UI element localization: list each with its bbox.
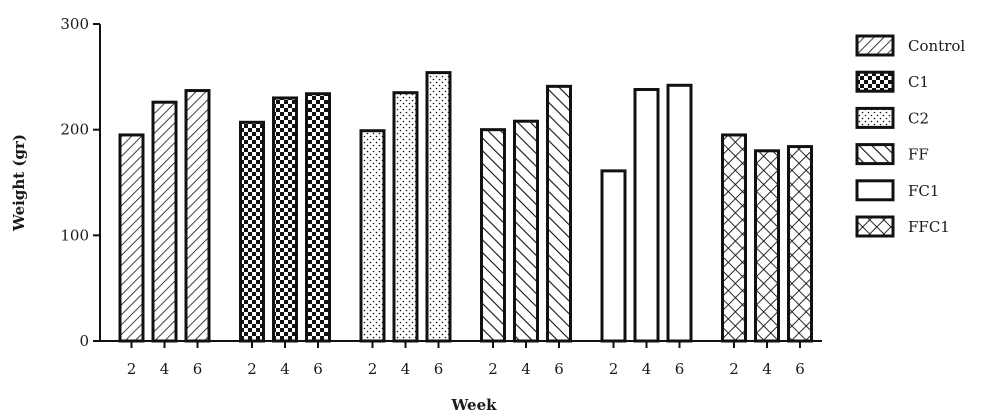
bar-c2-week-4 xyxy=(392,91,419,343)
x-tick-label: 2 xyxy=(368,360,378,378)
y-axis-title: Weight (gr) xyxy=(10,134,28,232)
legend-swatch-ffc1 xyxy=(855,215,895,238)
x-tick-label: 4 xyxy=(280,360,290,378)
legend-swatch-control xyxy=(855,34,895,57)
y-tick-label: 100 xyxy=(60,226,89,244)
labels: 0 100 200 300 Weight (gr) Week 2 4 6 2 4 6 2 4 6 2 4 6 2 4 6… xyxy=(10,15,805,414)
x-tick-label: 4 xyxy=(642,360,652,378)
bar-fc1-week-2 xyxy=(600,169,627,343)
x-tick-label: 2 xyxy=(729,360,739,378)
bars xyxy=(118,71,813,343)
bar-c1-week-6 xyxy=(305,92,331,343)
x-axis-title: Week xyxy=(450,396,497,414)
bar-ff-week-4 xyxy=(513,119,539,343)
x-tick-label: 2 xyxy=(488,360,498,378)
x-tick-label: 2 xyxy=(127,360,137,378)
x-tick-label: 4 xyxy=(762,360,772,378)
legend: Control C1 C2 FF FC1 FFC1 xyxy=(855,34,965,238)
bar-control-week-2 xyxy=(118,133,145,343)
bar-c2-week-6 xyxy=(425,71,452,343)
y-tick-label: 200 xyxy=(60,121,89,139)
legend-label-ffc1: FFC1 xyxy=(908,218,950,236)
x-tick-label: 4 xyxy=(521,360,531,378)
bar-c2-week-2 xyxy=(359,129,386,343)
x-tick-label: 6 xyxy=(795,360,805,378)
bar-ffc1-week-6 xyxy=(787,145,813,343)
x-tick-label: 4 xyxy=(160,360,170,378)
bar-ffc1-week-4 xyxy=(754,149,780,343)
x-tick-label: 6 xyxy=(434,360,444,378)
x-tick-label: 6 xyxy=(675,360,685,378)
x-tick-label: 2 xyxy=(247,360,257,378)
legend-swatch-ff xyxy=(855,143,895,166)
bar-fc1-week-4 xyxy=(633,88,660,343)
legend-label-fc1: FC1 xyxy=(908,182,939,200)
x-tick-label: 2 xyxy=(609,360,619,378)
bar-ff-week-6 xyxy=(546,84,572,343)
bar-c1-week-4 xyxy=(272,96,298,343)
y-tick-label: 300 xyxy=(60,15,89,33)
legend-swatch-fc1 xyxy=(855,179,895,202)
legend-swatch-c1 xyxy=(855,70,895,93)
bar-ff-week-2 xyxy=(480,128,506,343)
y-tick-label: 0 xyxy=(79,332,89,350)
x-tick-label: 4 xyxy=(401,360,411,378)
legend-label-c2: C2 xyxy=(908,109,929,127)
bar-fc1-week-6 xyxy=(666,83,693,343)
legend-label-c1: C1 xyxy=(908,73,929,91)
legend-label-ff: FF xyxy=(908,146,929,164)
legend-label-control: Control xyxy=(908,37,965,55)
bar-control-week-4 xyxy=(151,100,178,343)
bar-control-week-6 xyxy=(184,89,211,343)
x-tick-label: 6 xyxy=(193,360,203,378)
legend-swatch-c2 xyxy=(855,106,895,129)
x-tick-label: 6 xyxy=(554,360,564,378)
bar-ffc1-week-2 xyxy=(721,133,747,343)
bar-c1-week-2 xyxy=(239,120,265,343)
x-tick-label: 6 xyxy=(313,360,323,378)
